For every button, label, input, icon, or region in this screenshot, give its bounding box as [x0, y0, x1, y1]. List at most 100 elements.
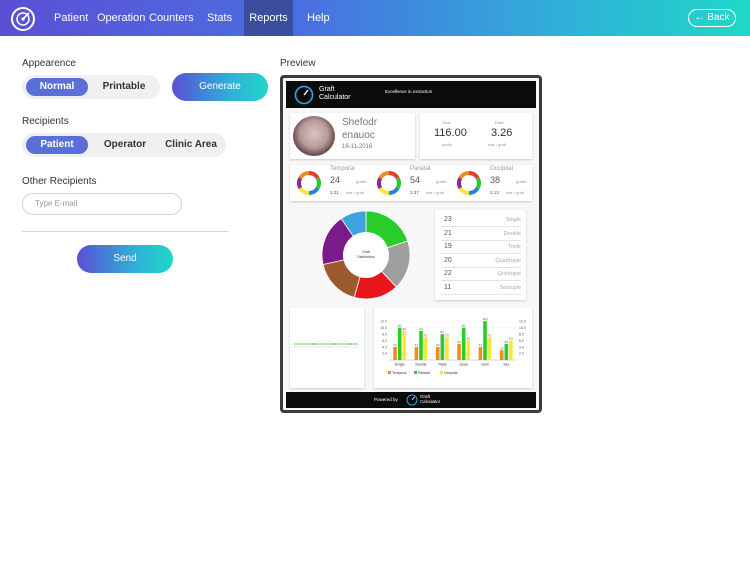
bar-data-label: 5.0	[457, 341, 461, 344]
report-header: Graft Calculator Excellence in extractio…	[286, 81, 536, 108]
recipient-clinic-area-option[interactable]: Clinic Area	[165, 139, 217, 150]
appearance-toggle: Normal Printable	[22, 75, 160, 99]
legend-swatch-parietal	[414, 371, 417, 374]
donut-center-line2: Distribution	[357, 255, 375, 259]
graft-type-count: 11	[444, 283, 452, 291]
graft-type-name: Quintuple	[497, 271, 521, 277]
bar-data-label: 7.0	[424, 334, 428, 337]
recipients-label: Recipients	[22, 116, 69, 127]
back-button-label: Back	[707, 12, 730, 23]
area-ratio: 3.21	[330, 190, 339, 195]
x-category-label: Single	[395, 363, 405, 367]
area-ring-segment	[388, 186, 400, 195]
nav-stats[interactable]: Stats	[207, 12, 233, 24]
area-ring-segment	[395, 177, 401, 189]
nav-operation[interactable]: Operation	[97, 12, 146, 24]
send-button[interactable]: Send	[77, 245, 173, 273]
recipient-patient-option[interactable]: Patient	[26, 136, 88, 154]
bar-parietal-single	[397, 327, 402, 360]
areas-card: Temporal 24 grafts 3.21 hair / graft Parietal…	[290, 165, 532, 201]
area-ring-segment	[468, 186, 480, 195]
footer-logo-icon	[406, 394, 418, 406]
bar-data-label: 12.0	[483, 318, 488, 321]
nav-counters[interactable]: Counters	[149, 12, 194, 24]
appearance-normal-option[interactable]: Normal	[26, 78, 88, 96]
bar-data-label: 7.0	[445, 334, 449, 337]
mini-line-chart	[294, 343, 358, 348]
bar-parietal-quad	[461, 327, 466, 360]
arrow-left-icon: ←	[694, 12, 705, 23]
area-ring-segment	[308, 171, 320, 180]
area-ratio: 3.37	[410, 190, 419, 195]
nav-patient[interactable]: Patient	[54, 12, 89, 24]
bar-temporal-double	[414, 347, 419, 360]
bar-data-label: 9.0	[419, 328, 423, 331]
area-ring-segment	[378, 171, 390, 180]
area-name: Occipital	[490, 166, 514, 172]
x-category-label: Double	[415, 363, 426, 367]
graft-calculator-logo-icon	[294, 85, 314, 105]
graft-type-row: 21 Double	[441, 229, 521, 241]
y-tick-label-right: 6.0	[519, 339, 524, 343]
appearance-label: Appearence	[22, 58, 76, 69]
line-chart-card	[290, 308, 364, 388]
y-tick-label-right: 8.0	[519, 332, 524, 336]
patient-card: Shefodr enauoc 16-11-2016	[290, 113, 415, 159]
bar-data-label: 10.0	[397, 325, 402, 328]
x-category-label: Sex	[503, 363, 509, 367]
email-input[interactable]: Type E-mail	[22, 193, 182, 215]
divider	[22, 231, 228, 232]
powered-by-label: Powered by	[374, 397, 398, 402]
legend-swatch-temporal	[388, 371, 391, 374]
mini-line-point	[333, 343, 335, 345]
patient-last-name: enauoc	[342, 130, 375, 141]
area-name: Parietal	[410, 166, 431, 172]
bar-data-label: 6.0	[509, 338, 513, 341]
report-footer: Powered by Graft Calculator	[286, 392, 536, 408]
area-grafts: 54	[410, 175, 421, 185]
bar-occipital-quin	[487, 337, 492, 360]
app-logo-icon[interactable]	[10, 6, 36, 32]
nav-reports[interactable]: Reports	[244, 0, 293, 36]
appearance-printable-option[interactable]: Printable	[102, 81, 146, 92]
graft-type-count: 23	[444, 216, 452, 223]
area-ratio-unit: hair / graft	[346, 190, 365, 195]
y-tick-label-left: 2.0	[382, 352, 387, 356]
area-ring-segment	[458, 171, 470, 180]
area-parietal: Parietal 54 grafts 3.37 hair / graft	[374, 165, 452, 201]
y-tick-label-right: 10.0	[519, 326, 526, 330]
report-preview[interactable]: Graft Calculator Excellence in extractio…	[280, 75, 542, 413]
graft-type-name: Sextuple	[499, 284, 521, 291]
other-recipients-label: Other Recipients	[22, 176, 97, 187]
mini-line-point	[313, 343, 315, 345]
graft-type-name: Triple	[507, 244, 521, 250]
bar-temporal-quad	[457, 343, 461, 360]
area-ratio: 3.13	[490, 190, 499, 195]
graft-type-row: 22 Quintuple	[441, 269, 521, 281]
report-brand: Graft Calculator	[319, 86, 351, 102]
bar-data-label: 5.0	[505, 341, 509, 344]
area-ring-segment	[298, 186, 310, 195]
recipient-operator-option[interactable]: Operator	[103, 139, 147, 150]
area-grafts: 38	[490, 175, 501, 185]
back-button[interactable]: ← Back	[688, 9, 736, 27]
graft-type-count: 19	[444, 243, 452, 250]
area-ring-icon	[377, 171, 401, 195]
area-temporal: Temporal 24 grafts 3.21 hair / graft	[294, 165, 372, 201]
graft-bar-chart: 2.0 2.0 4.0 4.0 6.0 6.0 8.0 8.0 10.0 10.0 12.0 12.0…	[380, 318, 526, 375]
area-ring-icon	[457, 171, 481, 195]
generate-button[interactable]: Generate	[172, 73, 268, 101]
area-ring-segment	[388, 171, 400, 180]
area-ring-segment	[308, 186, 320, 195]
legend-label-occipital: Occipital	[444, 371, 458, 375]
footer-brand-line1: Graft	[420, 394, 431, 399]
ratio-value: 3.26	[491, 127, 513, 139]
graft-type-name: Quadruple	[495, 257, 521, 264]
footer-brand: Graft Calculator	[420, 394, 440, 404]
nav-help[interactable]: Help	[307, 12, 330, 24]
bar-data-label: 4.0	[415, 344, 419, 347]
x-category-label: Triple	[438, 363, 447, 367]
area-ring-segment	[458, 186, 470, 195]
ratio-unit: hair / graft	[488, 142, 507, 147]
area-ring-segment	[378, 186, 390, 195]
